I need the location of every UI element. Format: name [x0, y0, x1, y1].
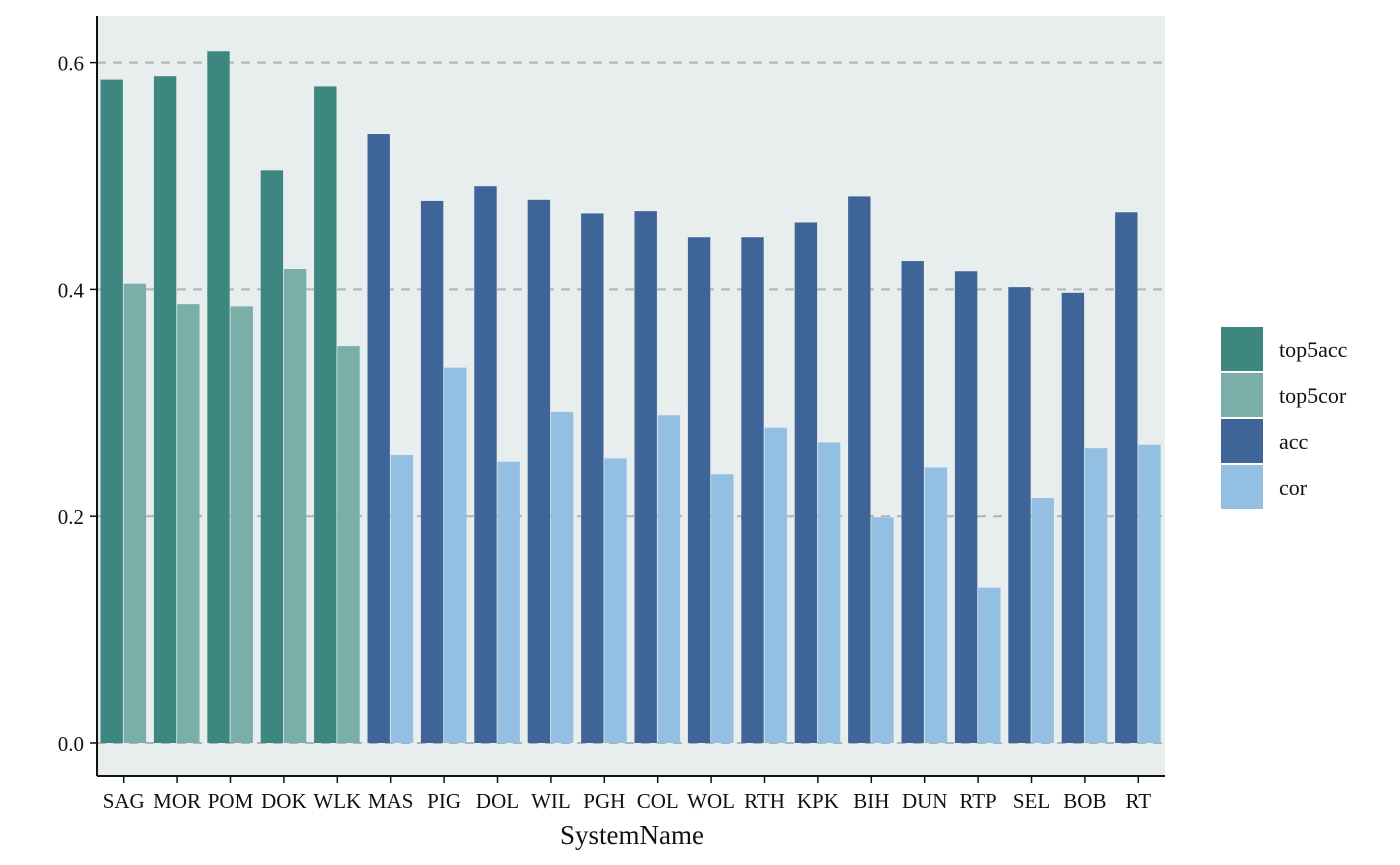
bar-cor-dol [497, 461, 520, 743]
bar-cor-rt [1138, 444, 1161, 743]
legend-label-top5acc: top5acc [1279, 337, 1348, 362]
bar-cor-wol [711, 474, 734, 743]
bar-cor-dun [924, 467, 948, 743]
x-axis-ticks: SAG MOR POM DOK WLK MAS PIG DOL WIL PGH COL WOL RTH K… [103, 776, 1152, 813]
bar-top5cor-sag [123, 283, 147, 743]
bar-cor-pgh [604, 458, 627, 743]
x-axis-label: SystemName [560, 820, 704, 850]
bar-top5acc-sag [100, 79, 123, 744]
axes [96, 16, 1165, 777]
x-tick-label-wlk: WLK [313, 789, 361, 813]
x-tick-label-bob: BOB [1063, 789, 1106, 813]
x-tick-label-wol: WOL [687, 789, 735, 813]
x-tick-label-bih: BIH [853, 789, 889, 813]
bar-acc-dol [474, 186, 497, 743]
bar-acc-sel [1008, 287, 1031, 743]
bar-cor-sel [1031, 498, 1054, 743]
bar-acc-mas [367, 134, 390, 744]
x-tick-label-mas: MAS [368, 789, 414, 813]
y-tick-label: 0.4 [58, 278, 85, 302]
bar-acc-rtp [954, 271, 978, 743]
x-tick-label-rth: RTH [744, 789, 785, 813]
y-axis-ticks: 0.0 0.2 0.4 0.6 [58, 52, 97, 756]
x-tick-label-rt: RT [1126, 789, 1152, 813]
bar-acc-dun [901, 261, 924, 743]
x-tick-label-mor: MOR [153, 789, 201, 813]
bar-top5cor-mor [177, 304, 200, 743]
x-tick-label-pgh: PGH [583, 789, 625, 813]
bar-cor-mas [390, 454, 414, 743]
bar-cor-wil [550, 411, 574, 743]
bar-acc-rth [741, 237, 764, 743]
legend: top5acc top5cor acc cor [1221, 327, 1348, 509]
x-tick-label-wil: WIL [531, 789, 571, 813]
legend-label-acc: acc [1279, 429, 1309, 454]
bars [100, 51, 1161, 744]
bar-cor-bih [871, 517, 894, 743]
bar-cor-rth [764, 427, 787, 743]
bar-cor-rtp [978, 587, 1001, 743]
bar-cor-kpk [817, 442, 841, 743]
bar-acc-wil [527, 199, 551, 744]
bar-cor-pig [444, 367, 467, 743]
bar-acc-wol [687, 237, 711, 743]
y-tick-label: 0.0 [58, 732, 84, 756]
bar-acc-rt [1115, 212, 1138, 744]
bar-acc-pgh [581, 213, 604, 743]
bar-top5cor-pom [230, 306, 253, 743]
bar-acc-pig [420, 200, 444, 743]
x-tick-label-dun: DUN [902, 789, 948, 813]
x-tick-label-dol: DOL [476, 789, 519, 813]
legend-key-cor [1221, 465, 1263, 509]
legend-key-acc [1221, 419, 1263, 463]
bar-acc-col [634, 211, 657, 744]
x-tick-label-pig: PIG [427, 789, 461, 813]
bar-cor-col [657, 415, 681, 743]
x-tick-label-kpk: KPK [797, 789, 839, 813]
bar-cor-bob [1084, 448, 1108, 743]
bar-top5acc-pom [207, 51, 230, 743]
plot-panel [97, 16, 1165, 776]
bar-top5acc-mor [153, 76, 177, 743]
x-tick-label-sag: SAG [103, 789, 145, 813]
y-tick-label: 0.6 [58, 52, 84, 76]
bar-top5cor-dok [283, 268, 307, 743]
bar-top5acc-wlk [314, 86, 337, 743]
bar-acc-bih [848, 196, 871, 744]
legend-label-cor: cor [1279, 475, 1308, 500]
x-tick-label-sel: SEL [1013, 789, 1050, 813]
x-tick-label-rtp: RTP [959, 789, 996, 813]
bar-top5acc-dok [260, 170, 284, 743]
legend-label-top5cor: top5cor [1279, 383, 1347, 408]
y-tick-label: 0.2 [58, 505, 84, 529]
x-tick-label-pom: POM [208, 789, 254, 813]
legend-key-top5acc [1221, 327, 1263, 371]
bar-top5cor-wlk [337, 346, 360, 743]
legend-key-top5cor [1221, 373, 1263, 417]
bar-acc-bob [1061, 292, 1085, 743]
x-tick-label-dok: DOK [261, 789, 307, 813]
x-tick-label-col: COL [637, 789, 679, 813]
bar-acc-kpk [794, 222, 818, 743]
